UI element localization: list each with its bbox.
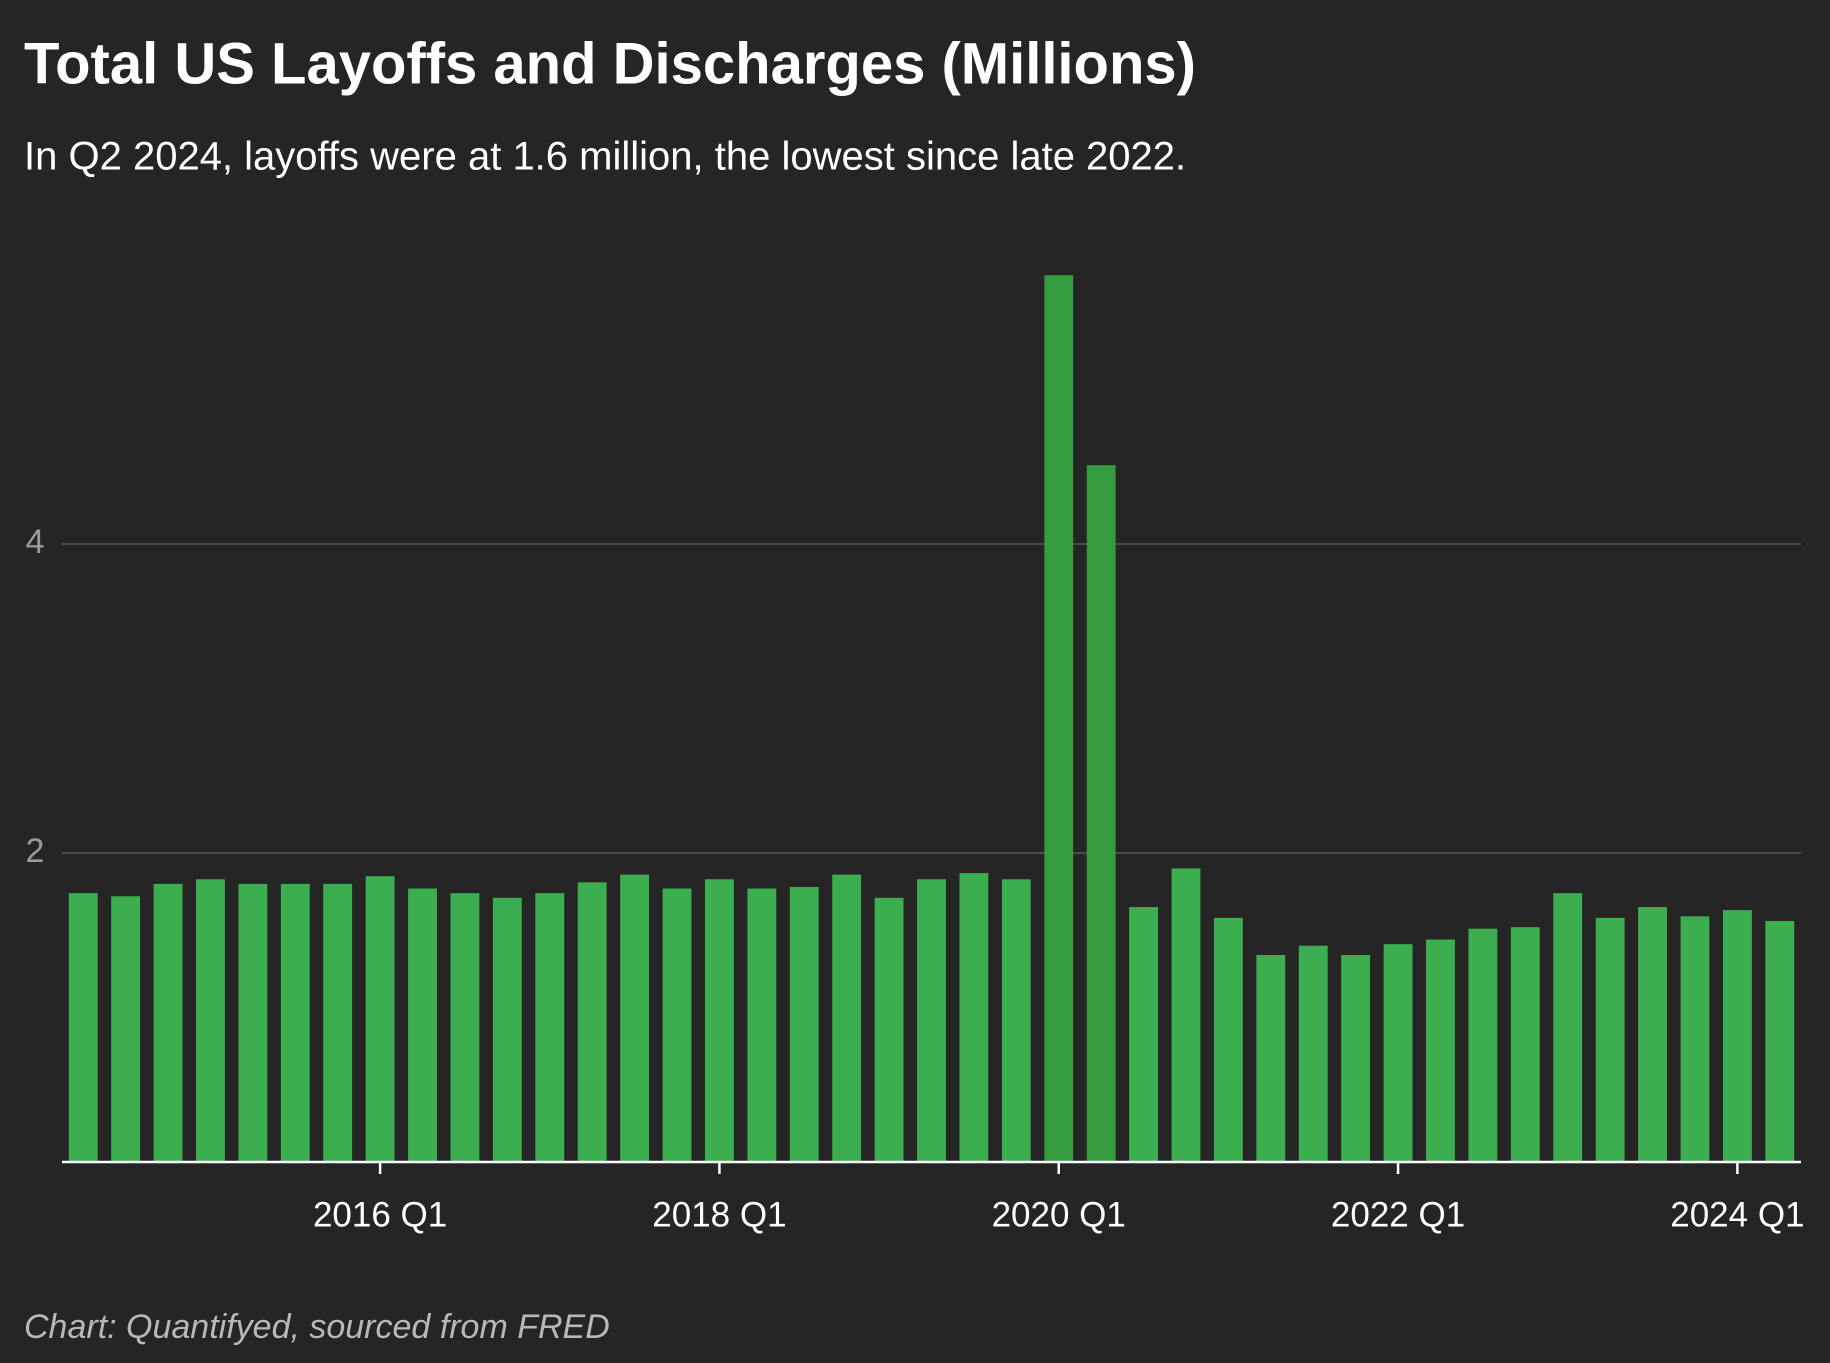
bar bbox=[365, 876, 395, 1162]
y-tick-label: 2 bbox=[26, 832, 45, 870]
bar bbox=[1638, 907, 1667, 1162]
bar bbox=[1468, 928, 1498, 1162]
bar bbox=[196, 879, 225, 1162]
bar bbox=[1256, 954, 1286, 1162]
bar bbox=[832, 874, 862, 1162]
bar bbox=[577, 882, 607, 1162]
bar bbox=[1765, 920, 1795, 1162]
bar bbox=[1510, 927, 1540, 1162]
bar bbox=[1171, 868, 1201, 1162]
bar bbox=[874, 897, 904, 1162]
chart-title: Total US Layoffs and Discharges (Million… bbox=[24, 31, 1196, 96]
bar bbox=[1086, 465, 1116, 1163]
bar bbox=[450, 893, 480, 1162]
bar bbox=[662, 888, 692, 1162]
x-tick-label: 2020 Q1 bbox=[992, 1195, 1126, 1234]
chart-subtitle: In Q2 2024, layoffs were at 1.6 million,… bbox=[24, 135, 1186, 179]
bar bbox=[1680, 916, 1710, 1162]
bar bbox=[747, 888, 777, 1162]
bar bbox=[111, 896, 141, 1162]
y-tick-label: 4 bbox=[26, 523, 45, 561]
bar bbox=[1553, 893, 1583, 1162]
bar bbox=[620, 874, 650, 1162]
bar bbox=[1341, 954, 1371, 1162]
bar bbox=[535, 893, 565, 1162]
bar bbox=[153, 883, 183, 1162]
bar bbox=[280, 883, 310, 1162]
bar bbox=[1213, 917, 1243, 1162]
bar bbox=[1044, 275, 1074, 1162]
bar bbox=[492, 897, 522, 1162]
bar bbox=[1722, 910, 1752, 1162]
x-tick-label: 2018 Q1 bbox=[652, 1195, 786, 1234]
bar bbox=[1001, 879, 1031, 1162]
bar bbox=[959, 873, 989, 1162]
bar bbox=[1298, 945, 1328, 1162]
bar bbox=[789, 886, 819, 1162]
x-tick-label: 2024 Q1 bbox=[1670, 1195, 1804, 1234]
bar bbox=[238, 883, 268, 1162]
bar bbox=[68, 893, 98, 1162]
bar bbox=[1426, 939, 1455, 1162]
bar bbox=[1595, 917, 1625, 1162]
x-tick-label: 2022 Q1 bbox=[1331, 1195, 1465, 1234]
bar bbox=[1129, 907, 1158, 1162]
source-note: Chart: Quantifyed, sourced from FRED bbox=[24, 1308, 610, 1346]
x-tick-label: 2016 Q1 bbox=[313, 1195, 447, 1234]
bar bbox=[323, 883, 353, 1162]
bar bbox=[408, 888, 437, 1162]
bar bbox=[917, 879, 946, 1162]
bar bbox=[705, 879, 734, 1162]
bar bbox=[1383, 944, 1413, 1162]
